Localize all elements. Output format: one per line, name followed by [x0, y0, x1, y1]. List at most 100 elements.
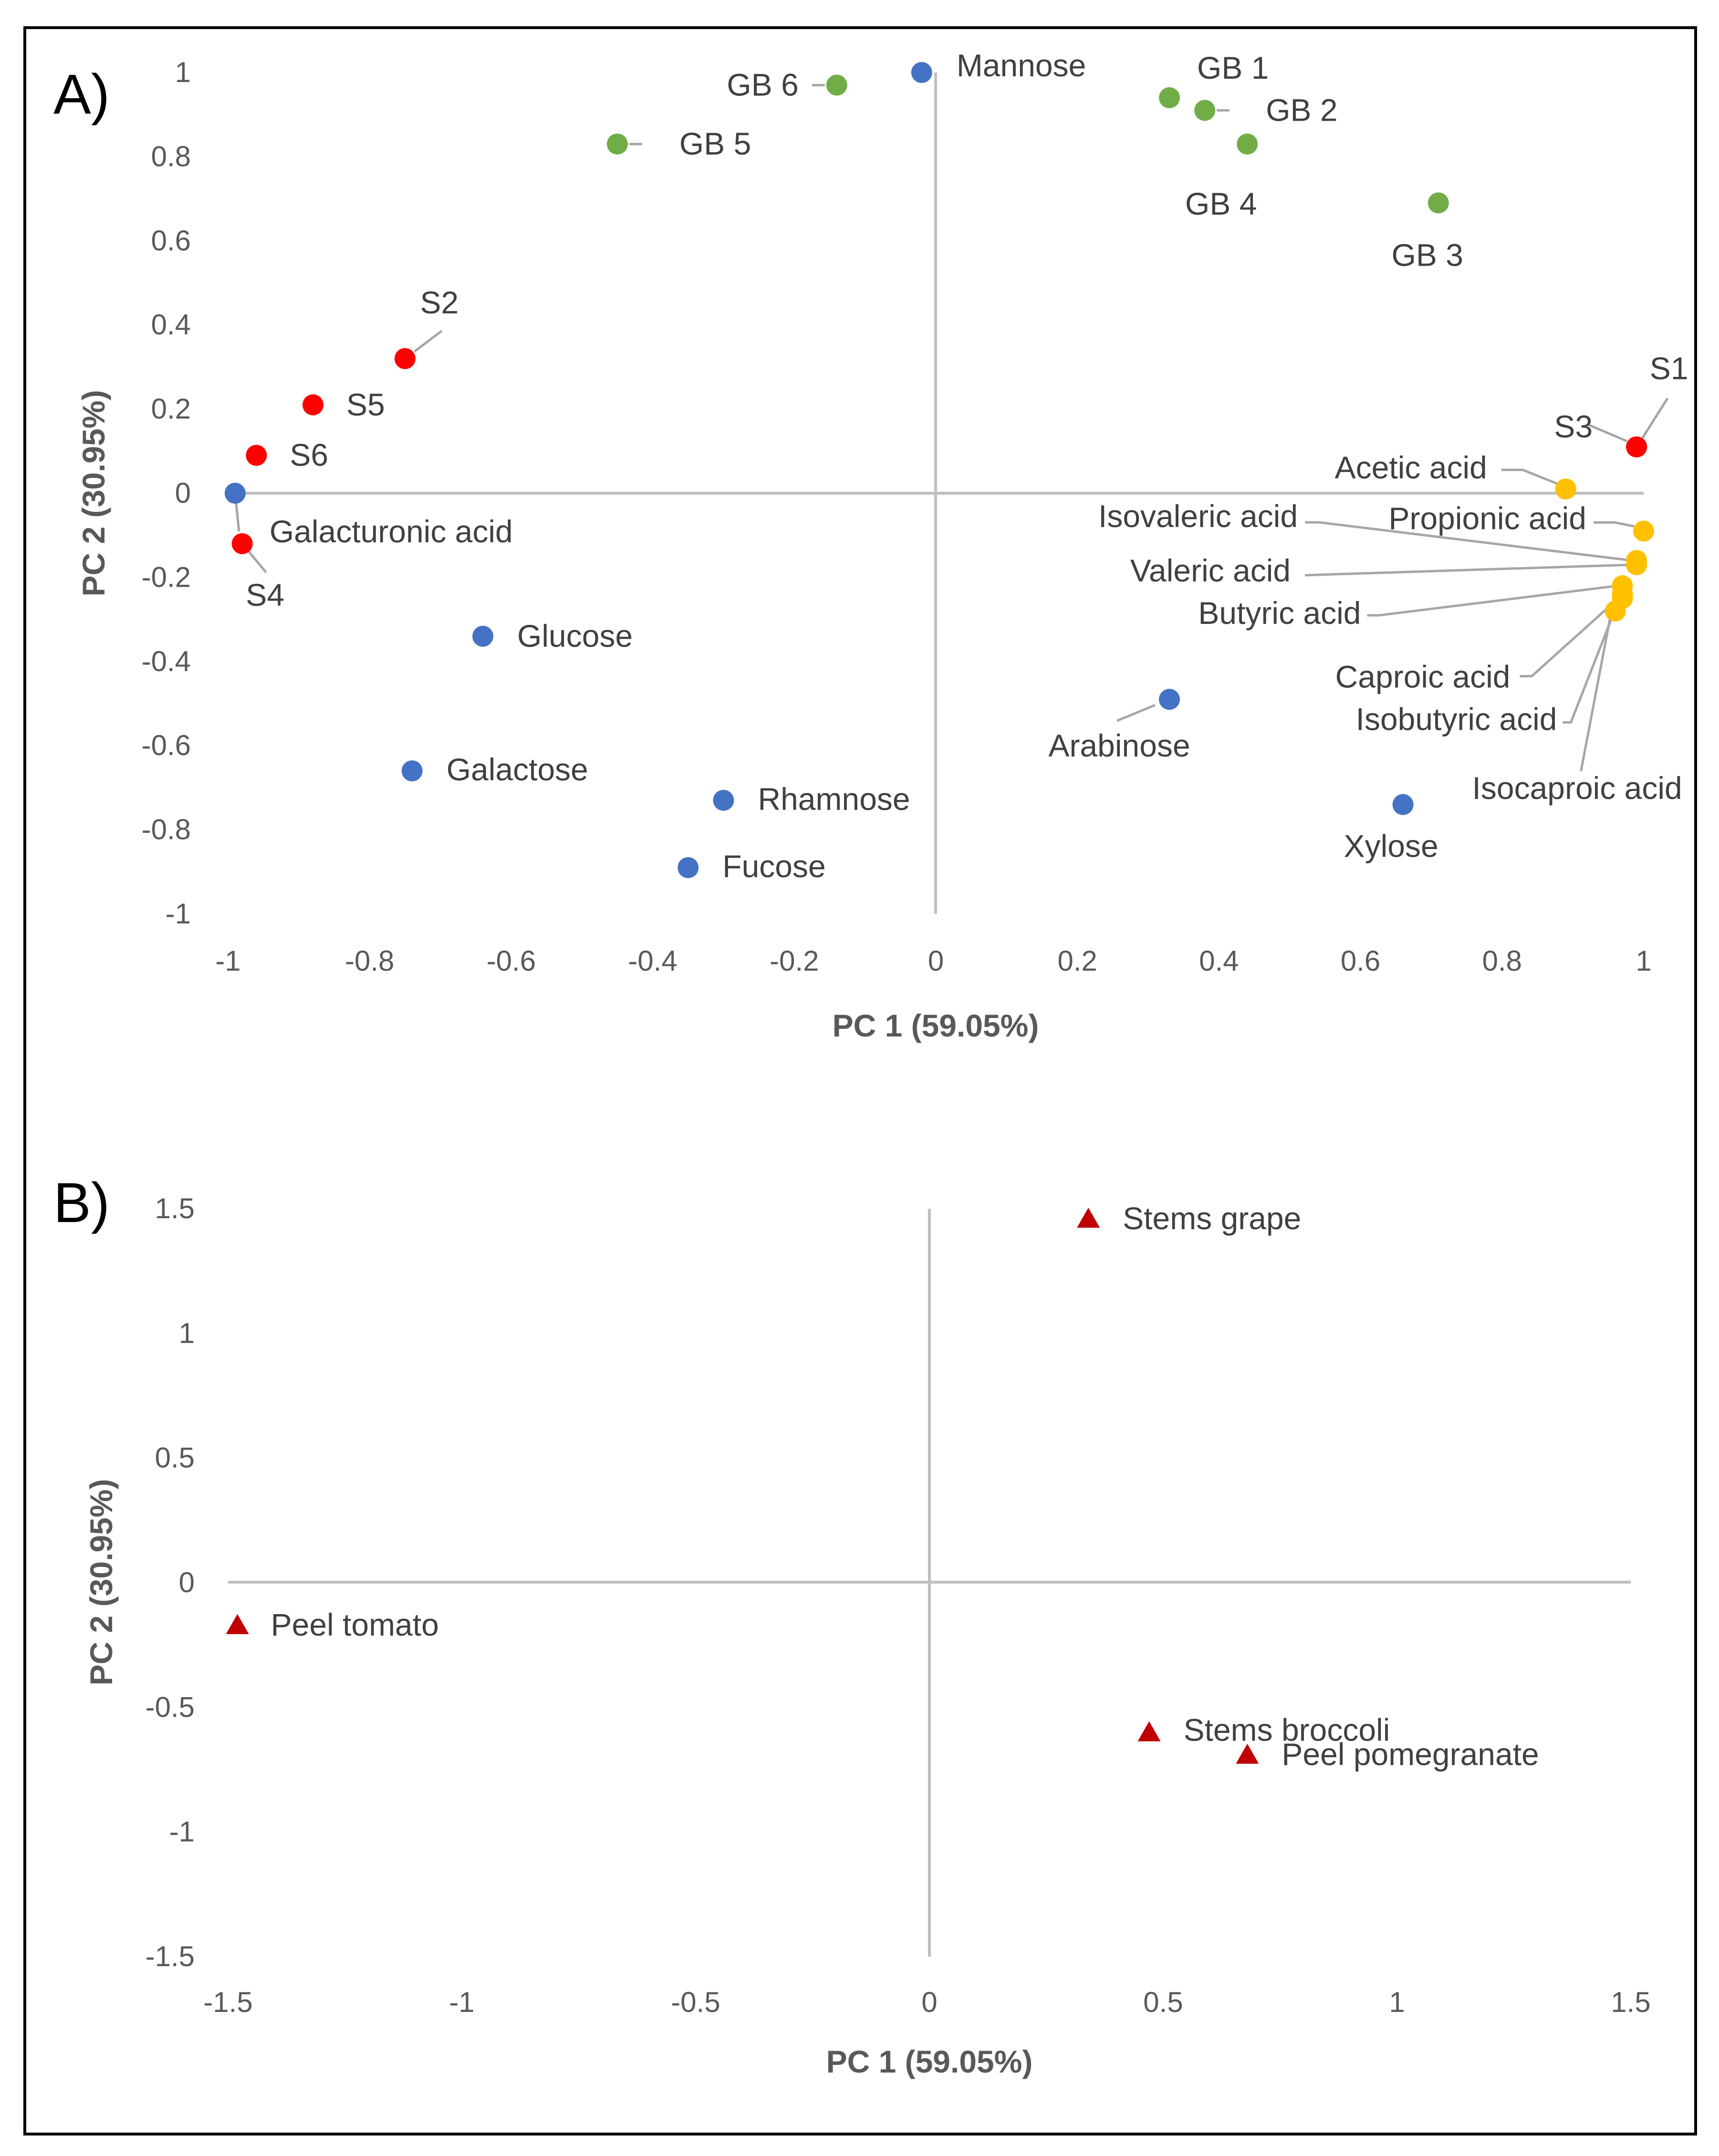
y-tick-label: -0.4 [142, 645, 191, 677]
point-gb-3 [1427, 192, 1449, 214]
leader-line-s3 [1587, 423, 1628, 443]
x-tick-label: 0.8 [1482, 945, 1522, 977]
label-isovaleric-acid: Isovaleric acid [1098, 498, 1298, 534]
y-tick-label: 0 [175, 477, 191, 509]
point-s4 [231, 533, 253, 554]
leader-line-s2 [414, 330, 443, 352]
point-valeric-acid [1626, 554, 1647, 575]
panel-a: A) -1 -0.8 -0.6 -0.4 -0.2 0 0.2 0.4 0.6 0.8 1 1 0.8… [53, 48, 1688, 1043]
label-s2: S2 [420, 285, 459, 320]
label-butyric-acid: Butyric acid [1198, 595, 1361, 631]
leader-line-s1 [1640, 397, 1669, 441]
y-tick-label: 1 [179, 1317, 195, 1349]
leader-line-acetic-acid [1501, 468, 1559, 486]
point-isocaproic-acid [1604, 600, 1626, 622]
point-fucose [677, 857, 699, 878]
label-gb-3: GB 3 [1392, 237, 1463, 272]
panel-b-points [226, 1207, 1259, 1764]
point-gb-2 [1194, 100, 1216, 121]
x-tick-label: -0.5 [671, 1986, 720, 2018]
point-gb-5 [606, 133, 628, 155]
panel-a-leader-lines [234, 83, 1669, 772]
label-stems-grape: Stems grape [1123, 1201, 1301, 1236]
y-tick-label: -0.2 [142, 561, 191, 593]
y-tick-label: -0.6 [142, 729, 191, 761]
label-s6: S6 [290, 437, 328, 473]
y-tick-label: 0 [179, 1566, 195, 1598]
label-isobutyric-acid: Isobutyric acid [1356, 702, 1557, 737]
panel-b: B) -1.5 -1 -0.5 0 0.5 1 1.5 1.510.50-0.5-1-1.5… [53, 1171, 1651, 2079]
point-gb-4 [1237, 133, 1258, 155]
leader-line-isobutyric-acid [1563, 602, 1619, 724]
panel-b-label: B) [53, 1171, 110, 1234]
leader-line-propionic-acid [1594, 521, 1635, 528]
label-propionic-acid: Propionic acid [1388, 500, 1586, 536]
point-galacturonic-acid [224, 483, 246, 504]
x-tick-label: 1 [1389, 1986, 1405, 2018]
panel-a-y-ticks: 1 0.8 0.6 0.4 0.2 0 -0.2 -0.4 -0.6 -0.8 -1 [142, 56, 191, 930]
label-gb-5: GB 5 [679, 126, 751, 161]
panel-b-point-labels: Stems grape Peel tomato Stems broccoliPeel… [271, 1201, 1539, 1772]
point-s2 [394, 348, 416, 369]
label-arabinose: Arabinose [1048, 728, 1190, 763]
x-tick-label: 0.4 [1199, 945, 1239, 977]
panel-a-x-axis-label: PC 1 (59.05%) [833, 1008, 1039, 1043]
label-fucose: Fucose [722, 849, 825, 884]
label-isocaproic-acid: Isocaproic acid [1472, 770, 1682, 806]
x-tick-label: 0 [921, 1986, 937, 2018]
x-tick-label: 0.5 [1143, 1986, 1183, 2018]
y-tick-label: -1 [169, 1816, 195, 1848]
point-s3 [1626, 436, 1647, 457]
point-gb-1 [1159, 87, 1180, 108]
label-rhamnose: Rhamnose [758, 781, 910, 817]
panel-b-x-axis-label: PC 1 (59.05%) [826, 2044, 1033, 2079]
point-s5 [302, 394, 324, 415]
label-gb-1: GB 1 [1197, 50, 1269, 85]
point-rhamnose [713, 789, 734, 811]
x-tick-label: -1.5 [203, 1986, 252, 2018]
label-peel-pomegranate: Peel pomegranate [1281, 1737, 1539, 1772]
panel-b-x-ticks: -1.5 -1 -0.5 0 0.5 1 1.5 [203, 1986, 1650, 2018]
leader-line-isovaleric-acid [1305, 521, 1632, 562]
label-s1: S1 [1650, 351, 1688, 386]
label-valeric-acid: Valeric acid [1130, 553, 1291, 588]
label-stems-broccoli: Stems broccoli [1184, 1712, 1390, 1748]
point-arabinose [1159, 689, 1180, 710]
panel-a-y-axis-label: PC 2 (30.95%) [76, 390, 111, 597]
y-tick-label: -0.5 [146, 1691, 195, 1723]
label-s3: S3 [1554, 409, 1593, 444]
y-tick-label: 1.5 [155, 1192, 195, 1224]
point-stems-grape [1077, 1207, 1100, 1228]
y-tick-label: -0.8 [142, 814, 191, 846]
x-tick-label: -0.2 [770, 945, 819, 977]
point-peel-tomato [226, 1614, 249, 1634]
y-tick-label: 0.2 [151, 393, 191, 425]
point-galactose [401, 760, 423, 782]
leader-line-arabinose [1116, 704, 1156, 722]
panel-a-label: A) [53, 63, 110, 126]
label-caproic-acid: Caproic acid [1335, 659, 1511, 694]
point-propionic-acid [1633, 520, 1654, 542]
x-tick-label: 0.6 [1341, 945, 1380, 977]
leader-line-isocaproic-acid [1580, 615, 1612, 772]
x-tick-label: -0.4 [628, 945, 677, 977]
x-tick-label: 1 [1636, 945, 1651, 977]
panel-b-y-axis-label: PC 2 (30.95%) [83, 1479, 119, 1686]
label-galactose: Galactose [447, 752, 588, 787]
x-tick-label: 1.5 [1611, 1986, 1650, 2018]
label-gb-6: GB 6 [727, 67, 798, 102]
y-tick-label: 0.4 [151, 309, 191, 341]
label-acetic-acid: Acetic acid [1335, 450, 1487, 485]
point-gb-6 [826, 74, 847, 96]
y-tick-label: -1.5 [146, 1940, 195, 1972]
leader-line-valeric-acid [1305, 563, 1632, 577]
label-gb-4: GB 4 [1185, 186, 1257, 221]
label-s5: S5 [346, 387, 385, 422]
x-tick-label: 0 [928, 945, 944, 977]
point-peel-pomegranate [1236, 1743, 1259, 1764]
x-tick-label: 0.2 [1057, 945, 1097, 977]
point-s6 [246, 445, 267, 466]
panel-a-points [224, 62, 1654, 878]
y-tick-label: 0.6 [151, 225, 191, 257]
